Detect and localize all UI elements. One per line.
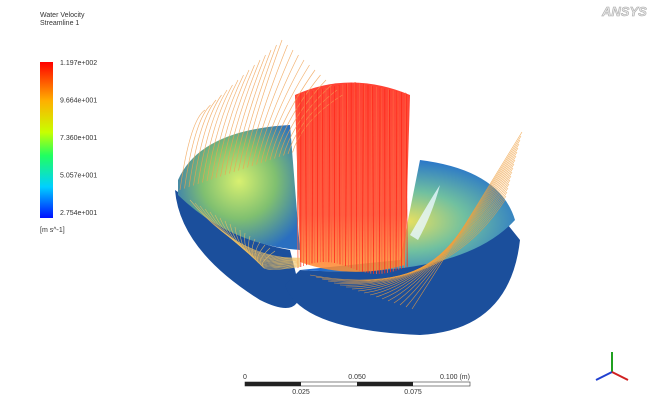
legend-unit: [m s^-1]: [40, 227, 65, 234]
legend-label: 1.197e+002: [60, 60, 97, 67]
scale-label: 0.050: [348, 374, 366, 381]
legend-subtitle: Streamline 1: [40, 20, 79, 27]
logo: ANSYS: [601, 4, 647, 19]
scale-label: 0.100 (m): [440, 374, 470, 381]
scale-label: 0.025: [292, 389, 310, 396]
legend-label: 2.754e+001: [60, 210, 97, 217]
axis-triad: [596, 352, 628, 380]
scale-label: 0: [243, 374, 247, 381]
legend-label: 7.360e+001: [60, 135, 97, 142]
screenshot: Water Velocity Streamline 1 1.197e+002 9.…: [0, 0, 666, 396]
legend-label: 5.057e+001: [60, 173, 97, 180]
legend-labels: 1.197e+002 9.664e+001 7.360e+001 5.057e+001…: [60, 60, 97, 217]
color-bar: [40, 62, 53, 218]
scale-bar: 0 0.050 0.100 (m) 0.025 0.075: [243, 374, 470, 396]
legend-label: 9.664e+001: [60, 98, 97, 105]
viewport: Water Velocity Streamline 1 1.197e+002 9.…: [0, 0, 666, 396]
legend-title: Water Velocity: [40, 12, 85, 19]
scale-label: 0.075: [404, 389, 422, 396]
